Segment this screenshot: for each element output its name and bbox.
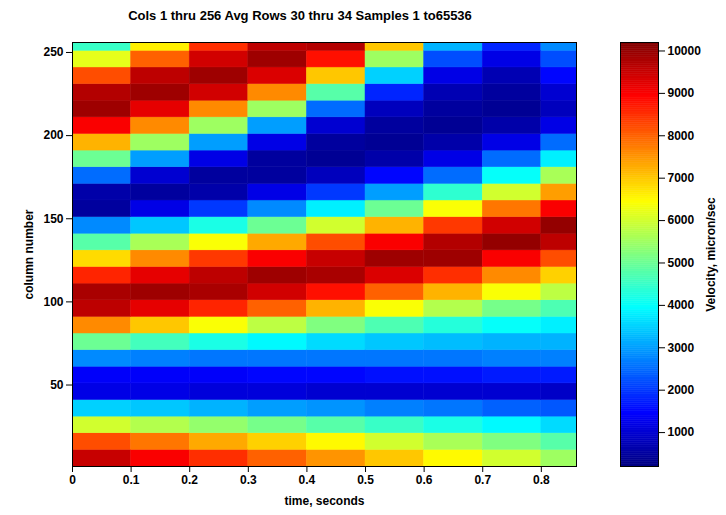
svg-text:9000: 9000 xyxy=(668,86,695,100)
svg-text:column number: column number xyxy=(22,209,36,299)
svg-text:0.6: 0.6 xyxy=(416,473,433,487)
svg-text:3000: 3000 xyxy=(668,341,695,355)
svg-text:0.8: 0.8 xyxy=(533,473,550,487)
svg-text:0.3: 0.3 xyxy=(240,473,257,487)
svg-text:5000: 5000 xyxy=(668,256,695,270)
svg-text:4000: 4000 xyxy=(668,298,695,312)
svg-text:1000: 1000 xyxy=(668,425,695,439)
svg-text:0.5: 0.5 xyxy=(357,473,374,487)
svg-text:10000: 10000 xyxy=(668,44,702,58)
svg-text:2000: 2000 xyxy=(668,383,695,397)
html-text:Cols 1 thru 256 Avg Rows 30 th: Cols 1 thru 256 Avg Rows 30 thru 34 Samp… xyxy=(128,8,472,23)
svg-text:50: 50 xyxy=(50,378,64,392)
svg-text:0.4: 0.4 xyxy=(299,473,316,487)
svg-text:0.2: 0.2 xyxy=(181,473,198,487)
svg-text:6000: 6000 xyxy=(668,213,695,227)
svg-text:8000: 8000 xyxy=(668,129,695,143)
svg-text:250: 250 xyxy=(43,45,63,59)
svg-text:0.7: 0.7 xyxy=(474,473,491,487)
svg-text:0.1: 0.1 xyxy=(123,473,140,487)
svg-text:100: 100 xyxy=(43,295,63,309)
svg-text:Velocity, micron/sec: Velocity, micron/sec xyxy=(704,197,718,312)
svg-text:0: 0 xyxy=(69,473,76,487)
svg-text:7000: 7000 xyxy=(668,171,695,185)
svg-text:150: 150 xyxy=(43,212,63,226)
svg-text:time, seconds: time, seconds xyxy=(284,494,364,508)
svg-text:200: 200 xyxy=(43,128,63,142)
